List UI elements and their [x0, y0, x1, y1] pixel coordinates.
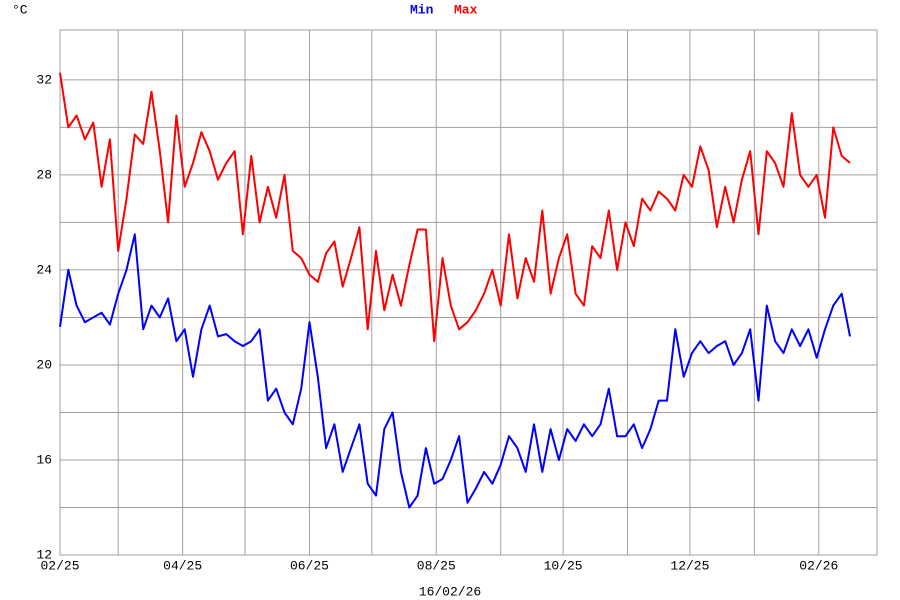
x-tick-label: 04/25: [163, 558, 202, 573]
x-tick-label: 08/25: [417, 558, 456, 573]
y-tick-label: 32: [36, 72, 52, 87]
unit-label: °C: [12, 2, 28, 17]
y-tick-label: 12: [36, 547, 52, 562]
x-tick-label: 10/25: [544, 558, 583, 573]
legend-entry: Max: [454, 2, 478, 17]
data-line: [59, 72, 851, 343]
y-tick-label: 20: [36, 357, 52, 372]
plot-frame: [59, 29, 878, 556]
data-line: [59, 233, 851, 509]
y-tick-label: 24: [36, 262, 52, 277]
x-tick-label: 12/25: [670, 558, 709, 573]
x-axis-label: 16/02/26: [419, 584, 481, 599]
y-tick-label: 16: [36, 452, 52, 467]
legend-entry: Min: [410, 2, 434, 17]
x-tick-label: 06/25: [290, 558, 329, 573]
y-tick-label: 28: [36, 167, 52, 182]
x-tick-label: 02/26: [799, 558, 838, 573]
x-tick-label: 02/25: [40, 558, 79, 573]
